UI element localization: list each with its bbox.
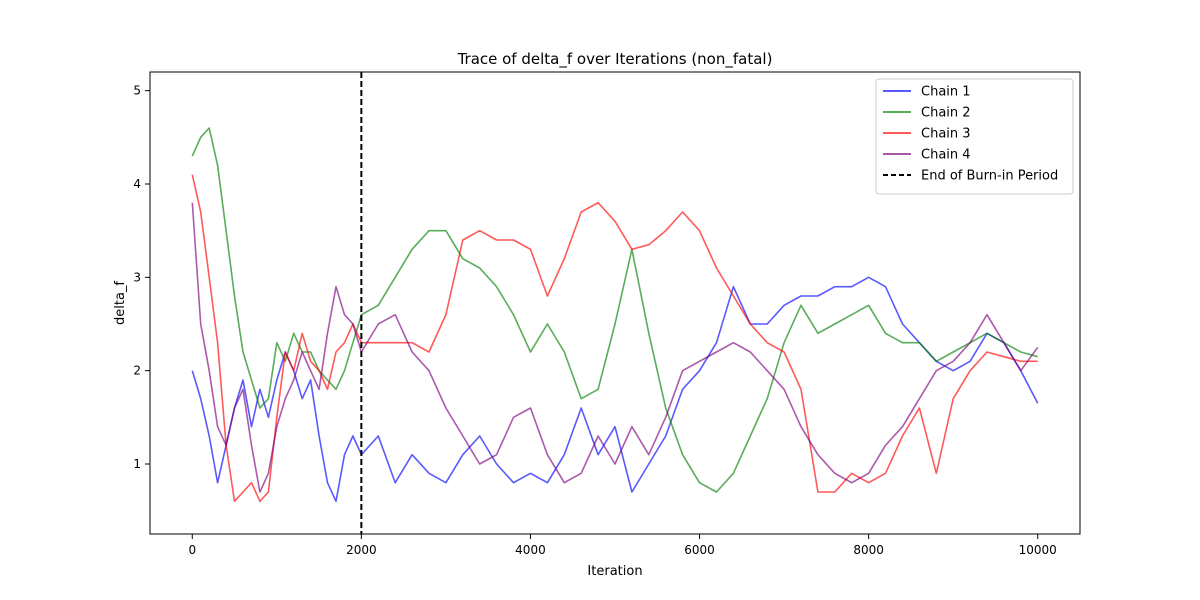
y-tick-label: 5 (133, 84, 141, 98)
x-tick-label: 4000 (515, 543, 546, 557)
legend-label: Chain 3 (921, 127, 971, 142)
plot-frame (149, 71, 1081, 535)
series-line-chain-3 (191, 174, 1038, 503)
x-tick-label: 8000 (853, 543, 884, 557)
y-axis: 1 2 3 4 5 (133, 84, 150, 471)
y-axis-label: delta_f (113, 281, 128, 325)
legend-label: Chain 1 (921, 85, 971, 100)
x-tick-label: 2000 (346, 543, 377, 557)
series-line-chain-4 (191, 202, 1039, 493)
series-line-chain-1 (191, 276, 1039, 503)
legend-label: End of Burn-in Period (921, 169, 1058, 184)
x-axis: 0 2000 4000 6000 8000 10000 (188, 534, 1057, 557)
x-tick-label: 6000 (684, 543, 715, 557)
legend-label: Chain 4 (921, 148, 971, 163)
y-tick-label: 1 (133, 457, 141, 471)
x-tick-label: 0 (188, 543, 196, 557)
y-tick-label: 2 (133, 364, 141, 378)
legend-label: Chain 2 (921, 106, 971, 121)
chart-title: Trace of delta_f over Iterations (non_fa… (457, 50, 773, 69)
y-tick-label: 3 (133, 270, 141, 284)
x-axis-label: Iteration (587, 564, 642, 579)
legend-box (875, 78, 1074, 195)
x-tick-label: 10000 (1019, 543, 1057, 557)
series-line-chain-2 (191, 127, 1038, 493)
series-layer (191, 127, 1039, 503)
y-tick-label: 4 (133, 177, 141, 191)
legend: Chain 1 Chain 2 Chain 3 Chain 4 End of Burn-… (875, 78, 1074, 195)
